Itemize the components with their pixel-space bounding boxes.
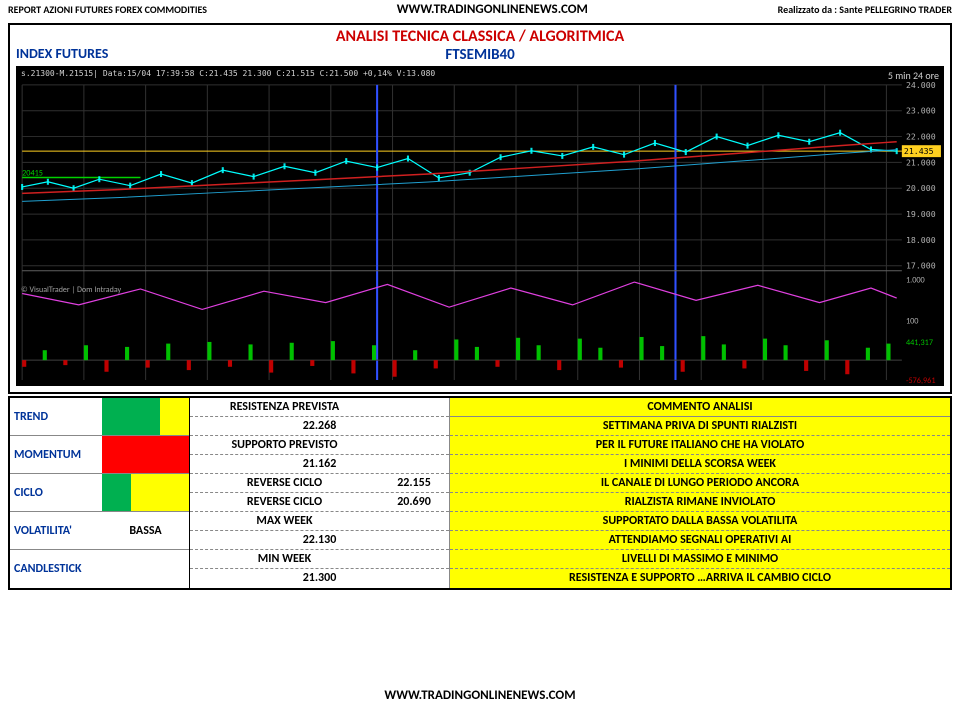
svg-text:441,317: 441,317 (906, 338, 933, 348)
svg-text:23.000: 23.000 (906, 106, 936, 116)
svg-text:17.000: 17.000 (906, 261, 936, 271)
level-row: MIN WEEK (190, 550, 449, 569)
level-row: RESISTENZA PREVISTA (190, 398, 449, 417)
svg-text:-576,961: -576,961 (906, 376, 936, 385)
level-label: SUPPORTO PREVISTO (190, 436, 379, 454)
level-label: REVERSE CICLO (190, 493, 379, 511)
swatch (160, 474, 189, 511)
swatch (102, 474, 131, 511)
commentary-line: PER IL FUTURE ITALIANO CHE HA VIOLATO (450, 436, 950, 455)
level-value: 22.268 (190, 417, 449, 435)
svg-text:20.000: 20.000 (906, 183, 936, 193)
commentary-line: I MINIMI DELLA SCORSA WEEK (450, 455, 950, 474)
indicator-row: TREND (10, 398, 189, 436)
svg-text:20415: 20415 (22, 169, 43, 179)
level-row: REVERSE CICLO20.690 (190, 493, 449, 512)
level-row: REVERSE CICLO22.155 (190, 474, 449, 493)
indicator-label: TREND (10, 398, 102, 435)
analysis-box: TRENDMOMENTUMCICLOVOLATILITA'BASSACANDLE… (8, 396, 952, 590)
swatch (131, 474, 160, 511)
levels-column: RESISTENZA PREVISTA22.268SUPPORTO PREVIS… (190, 398, 450, 588)
commentary-header: COMMENTO ANALISI (450, 398, 950, 417)
indicators-column: TRENDMOMENTUMCICLOVOLATILITA'BASSACANDLE… (10, 398, 190, 588)
indicator-row: VOLATILITA'BASSA (10, 512, 189, 550)
level-value (379, 512, 449, 530)
svg-text:100: 100 (906, 317, 919, 327)
header-right: Realizzato da : Sante PELLEGRINO TRADER (778, 3, 952, 16)
svg-text:19.000: 19.000 (906, 209, 936, 219)
main-panel: INDEX FUTURES ANALISI TECNICA CLASSICA /… (8, 23, 952, 394)
chart-canvas: 17.000 18.000 19.000 20.000 21.000 22.000 23.0… (17, 67, 943, 385)
level-row: 22.268 (190, 417, 449, 436)
level-value (379, 436, 449, 454)
indicator-label: VOLATILITA' (10, 512, 102, 549)
indicator-row: CICLO (10, 474, 189, 512)
swatch (131, 436, 160, 473)
level-value: 21.300 (190, 569, 449, 588)
analysis-panel: TRENDMOMENTUMCICLOVOLATILITA'BASSACANDLE… (8, 396, 952, 590)
commentary-line: SUPPORTATO DALLA BASSA VOLATILITA (450, 512, 950, 531)
analysis-title: ANALISI TECNICA CLASSICA / ALGORITMICA (156, 27, 804, 46)
svg-text:22.000: 22.000 (906, 132, 936, 142)
title-row: INDEX FUTURES ANALISI TECNICA CLASSICA /… (10, 25, 950, 64)
commentary-line: IL CANALE DI LUNGO PERIODO ANCORA (450, 474, 950, 493)
level-row: 21.300 (190, 569, 449, 588)
commentary-line: RESISTENZA E SUPPORTO …ARRIVA IL CAMBIO … (450, 569, 950, 588)
swatch (160, 436, 189, 473)
index-label: INDEX FUTURES (16, 27, 156, 62)
title-center: ANALISI TECNICA CLASSICA / ALGORITMICA F… (156, 27, 804, 64)
chart-source-label: © VisualTrader | Dom Intraday (21, 285, 121, 295)
commentary-line: LIVELLI DI MASSIMO E MINIMO (450, 550, 950, 569)
swatch (131, 398, 160, 435)
indicator-label: MOMENTUM (10, 436, 102, 473)
chart-quote-line: s.21300-M.21515| Data:15/04 17:39:58 C:2… (21, 69, 435, 78)
header-left: REPORT AZIONI FUTURES FOREX COMMODITIES (8, 3, 207, 16)
page-footer: WWW.TRADINGONLINENEWS.COM (0, 688, 960, 703)
indicator-row: CANDLESTICK (10, 550, 189, 588)
level-label: MIN WEEK (190, 550, 379, 568)
top-header: REPORT AZIONI FUTURES FOREX COMMODITIES … (0, 0, 960, 19)
level-label: RESISTENZA PREVISTA (190, 398, 379, 416)
commentary-line: RIALZISTA RIMANE INVIOLATO (450, 493, 950, 512)
svg-text:18.000: 18.000 (906, 235, 936, 245)
level-value: 22.130 (190, 531, 449, 549)
level-label: MAX WEEK (190, 512, 379, 530)
svg-text:1.000: 1.000 (906, 276, 925, 286)
level-value (379, 550, 449, 568)
commentary-line: SETTIMANA PRIVA DI SPUNTI RIALZISTI (450, 417, 950, 436)
price-chart: s.21300-M.21515| Data:15/04 17:39:58 C:2… (16, 66, 944, 386)
swatch (102, 398, 131, 435)
level-value (379, 398, 449, 416)
level-label: REVERSE CICLO (190, 474, 379, 492)
indicator-label: CANDLESTICK (10, 550, 102, 588)
commentary-column: COMMENTO ANALISISETTIMANA PRIVA DI SPUNT… (450, 398, 950, 588)
level-value: 21.162 (190, 455, 449, 473)
svg-text:21.000: 21.000 (906, 158, 936, 168)
instrument-title: FTSEMIB40 (156, 46, 804, 64)
swatch (160, 398, 189, 435)
svg-text:21.435: 21.435 (904, 146, 934, 156)
level-value: 22.155 (379, 474, 449, 492)
level-value: 20.690 (379, 493, 449, 511)
header-center: WWW.TRADINGONLINENEWS.COM (397, 2, 588, 17)
level-row: SUPPORTO PREVISTO (190, 436, 449, 455)
level-row: 22.130 (190, 531, 449, 550)
level-row: MAX WEEK (190, 512, 449, 531)
level-row: 21.162 (190, 455, 449, 474)
indicator-row: MOMENTUM (10, 436, 189, 474)
swatch (102, 436, 131, 473)
commentary-line: ATTENDIAMO SEGNALI OPERATIVI AI (450, 531, 950, 550)
chart-legend-right: 5 min 24 ore (888, 69, 939, 82)
indicator-label: CICLO (10, 474, 102, 511)
indicator-value: BASSA (102, 512, 189, 549)
